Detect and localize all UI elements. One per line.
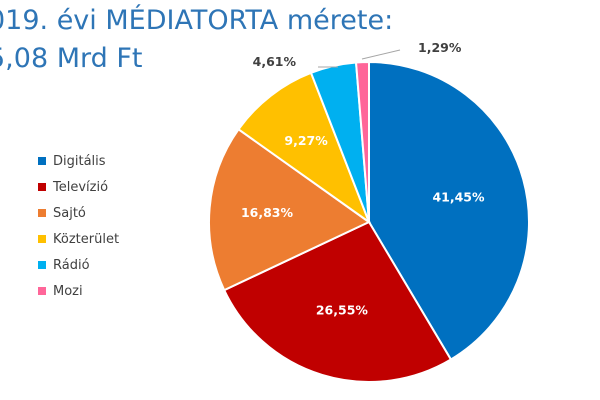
- data-label-televizio: 26,55%: [316, 303, 369, 318]
- legend-item-radio: Rádió: [38, 252, 119, 278]
- chart-legend: Digitális Televízió Sajtó Közterület Rád…: [38, 148, 119, 304]
- legend-label-digitalis: Digitális: [53, 153, 106, 169]
- legend-swatch-radio: [38, 261, 46, 269]
- pie-slice-sajto: [208, 127, 371, 292]
- legend-label-sajto: Sajtó: [53, 205, 86, 221]
- legend-swatch-kozterulet: [38, 235, 46, 243]
- legend-swatch-mozi: [38, 287, 46, 295]
- legend-swatch-sajto: [38, 209, 46, 217]
- legend-item-digitalis: Digitális: [38, 148, 119, 174]
- data-label-digitalis: 41,45%: [432, 189, 485, 204]
- chart-title-line-2: 5,08 Mrd Ft: [0, 43, 143, 74]
- legend-label-televizio: Televízió: [53, 179, 109, 195]
- leader-line-mozi: [361, 49, 401, 60]
- data-label-radio: 4,61%: [253, 54, 297, 69]
- legend-item-mozi: Mozi: [38, 278, 119, 304]
- legend-item-televizio: Televízió: [38, 174, 119, 200]
- legend-swatch-digitalis: [38, 157, 46, 165]
- legend-swatch-televizio: [38, 183, 46, 191]
- legend-label-mozi: Mozi: [53, 283, 83, 299]
- pie-slice-digitalis: [368, 60, 530, 361]
- legend-item-kozterulet: Közterület: [38, 226, 119, 252]
- pie-slice-kozterulet: [237, 71, 372, 225]
- legend-label-radio: Rádió: [53, 257, 90, 273]
- pie-slice-televizio: [222, 220, 453, 383]
- data-label-kozterulet: 9,27%: [284, 133, 328, 148]
- legend-label-kozterulet: Közterület: [53, 231, 120, 247]
- chart-title-line-1: 019. évi MÉDIATORTA mérete:: [0, 5, 394, 36]
- chart-title: 019. évi MÉDIATORTA mérete: 5,08 Mrd Ft: [0, 2, 393, 78]
- legend-item-sajto: Sajtó: [38, 200, 119, 226]
- data-label-sajto: 16,83%: [241, 205, 294, 220]
- data-label-mozi: 1,29%: [418, 40, 462, 55]
- pie-slice-mozi: [354, 60, 370, 223]
